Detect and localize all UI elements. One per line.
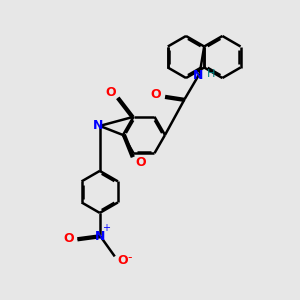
Text: O: O bbox=[151, 88, 161, 101]
Text: O: O bbox=[136, 155, 146, 169]
Text: O: O bbox=[63, 232, 74, 245]
Text: N: N bbox=[94, 230, 105, 243]
Text: N: N bbox=[193, 68, 203, 82]
Text: O: O bbox=[117, 254, 128, 267]
Text: N: N bbox=[93, 119, 104, 132]
Text: H: H bbox=[207, 69, 215, 79]
Text: -: - bbox=[128, 251, 132, 264]
Text: O: O bbox=[106, 86, 116, 99]
Text: +: + bbox=[102, 223, 110, 233]
